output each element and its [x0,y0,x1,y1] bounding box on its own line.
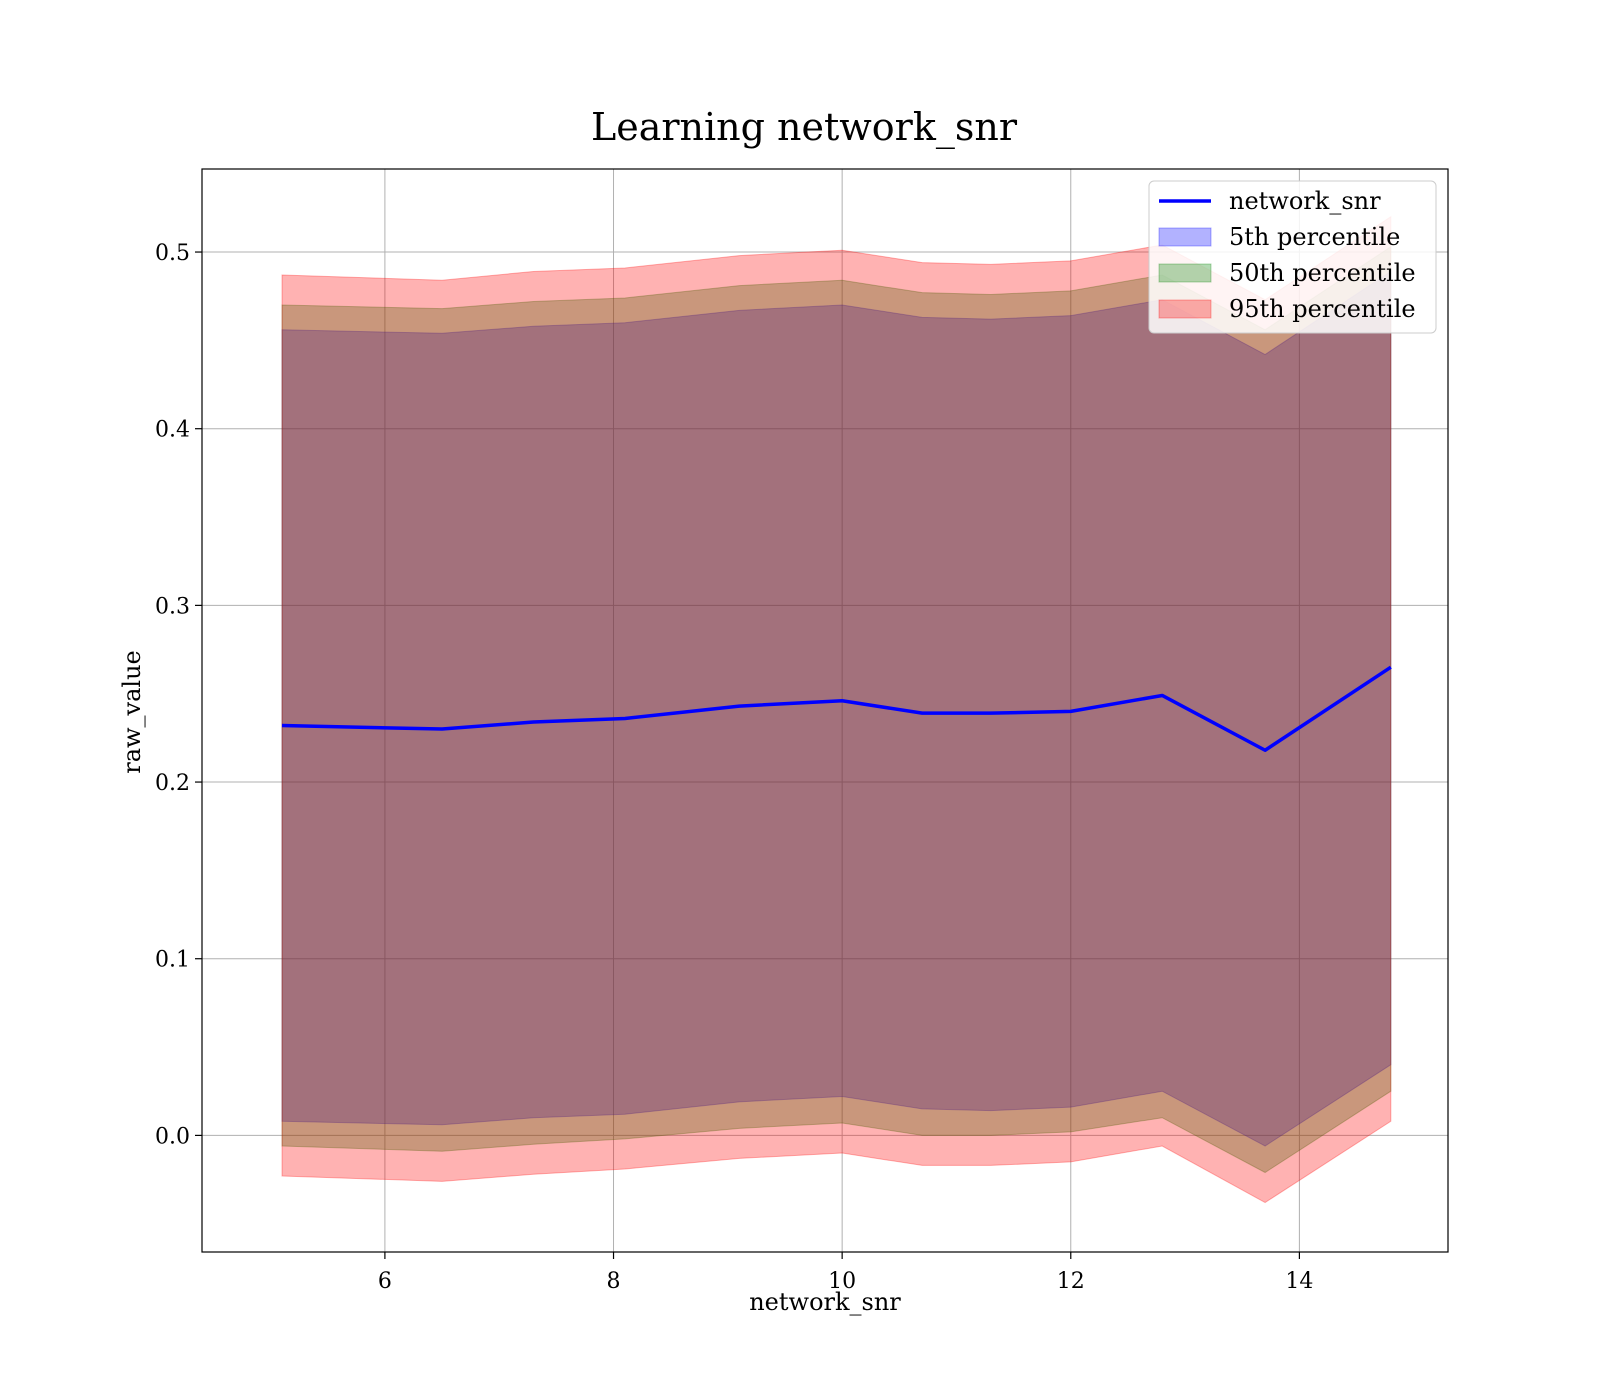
percentile-bands [281,215,1392,1204]
series-line-network_snr [281,665,1392,752]
legend-box [1148,180,1437,334]
series-lines [281,665,1392,752]
grid-lines [202,169,1448,1252]
legend-band-swatch [1158,227,1212,247]
legend-label: 50th percentile [1229,259,1416,287]
x-tick-label: 6 [378,1269,392,1294]
chart-title: Learning network_snr [591,105,1018,150]
x-tick-label: 8 [607,1269,621,1294]
band-5th-percentile [281,270,1392,1147]
band-50th-percentile [281,245,1392,1174]
legend-band-swatch [1158,299,1212,319]
x-axis-label: network_snr [749,1288,901,1316]
x-tick-label: 10 [828,1269,856,1294]
plot-frame [201,168,1449,1253]
x-tick-label: 12 [1057,1269,1085,1294]
y-tick-label: 0.3 [155,594,190,619]
band-95th-percentile [281,215,1392,1204]
x-tick-label: 14 [1285,1269,1313,1294]
legend-label: network_snr [1229,187,1381,215]
y-axis-ticks: 0.0 0.1 0.2 0.3 0.4 0.5 [155,241,202,1149]
y-tick-label: 0.5 [155,241,190,266]
y-tick-label: 0.0 [155,1124,190,1149]
legend-label: 5th percentile [1229,223,1400,251]
x-axis-ticks: 6 8 10 12 14 [378,1252,1313,1294]
legend-label: 95th percentile [1229,295,1416,323]
legend: network_snr 5th percentile 50th percentile… [1148,180,1437,334]
y-axis-label: raw_value [118,650,146,774]
legend-band-swatch [1158,263,1212,283]
y-tick-label: 0.4 [155,418,190,443]
y-tick-label: 0.2 [155,771,190,796]
y-tick-label: 0.1 [155,948,190,973]
